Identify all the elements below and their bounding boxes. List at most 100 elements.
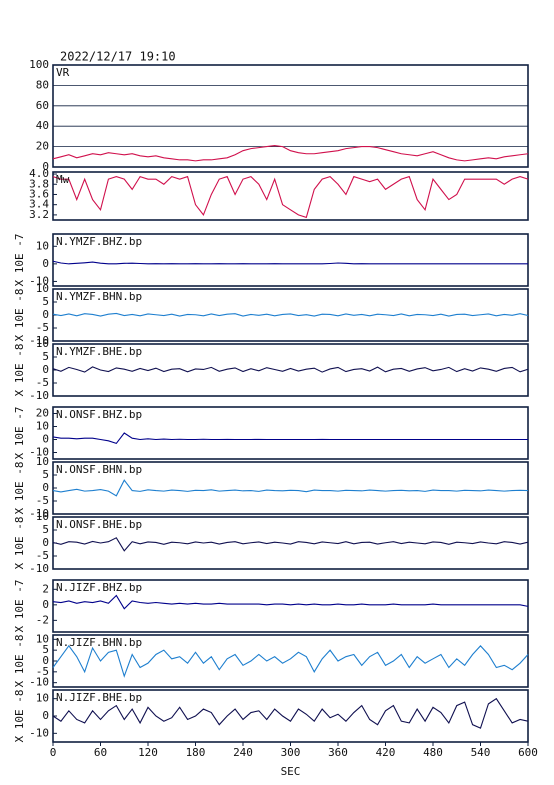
trace-line — [52, 432, 528, 445]
panel — [52, 171, 529, 221]
y-tick-label: -10 — [29, 446, 49, 459]
y-tick-label: 10 — [36, 282, 49, 295]
y-axis-label: X 10E -7 — [13, 407, 26, 460]
y-tick-label: 3.8 — [29, 177, 49, 190]
y-tick-label: 3.6 — [29, 187, 49, 200]
y-tick-label: 5 — [42, 468, 49, 481]
y-tick-label: 60 — [36, 99, 49, 112]
y-tick-label: 10 — [36, 239, 49, 252]
trace-line — [52, 594, 529, 610]
y-tick-label: -10 — [29, 676, 49, 689]
y-tick-label: -5 — [36, 494, 49, 507]
trace-line — [52, 312, 529, 317]
trace-line — [52, 260, 528, 265]
y-tick-label: 0 — [42, 481, 49, 494]
y-tick-label: -10 — [29, 274, 49, 287]
y-tick-label: 3.4 — [29, 198, 49, 211]
y-tick-label: 20 — [36, 140, 49, 153]
y-tick-label: -5 — [36, 665, 49, 678]
y-tick-label: 0 — [42, 536, 49, 549]
panel-label: N.ONSF.BHN.bp — [56, 463, 142, 476]
trace-line — [52, 175, 529, 219]
y-axis-label: X 10E -8 — [13, 462, 26, 515]
y-tick-label: 0 — [42, 363, 49, 376]
y-axis-label: X 10E -8 — [13, 635, 26, 688]
panel — [52, 634, 529, 688]
panel — [52, 461, 529, 515]
panel — [52, 233, 529, 287]
x-axis-label: SEC — [281, 765, 301, 778]
y-tick-label: 5 — [42, 523, 49, 536]
x-tick-label: 300 — [281, 746, 301, 759]
y-tick-label: 20 — [36, 407, 49, 420]
y-tick-label: -2 — [36, 613, 49, 626]
panel — [52, 689, 529, 743]
y-axis-label: X 10E -8 — [13, 517, 26, 570]
y-tick-label: 5 — [42, 350, 49, 363]
y-tick-label: 0 — [42, 308, 49, 321]
x-tick-label: 540 — [471, 746, 491, 759]
y-tick-label: -10 — [29, 726, 49, 739]
panel-label: N.YMZF.BHE.bp — [56, 345, 142, 358]
y-tick-label: 0 — [42, 654, 49, 667]
y-axis-label: X 10E -7 — [13, 580, 26, 633]
y-tick-label: -10 — [29, 389, 49, 402]
y-axis-label: X 10E -7 — [13, 234, 26, 287]
trace-line — [52, 537, 529, 552]
trace-line — [52, 644, 529, 678]
y-tick-label: -10 — [29, 334, 49, 347]
y-tick-label: -10 — [29, 507, 49, 520]
x-tick-label: 0 — [50, 746, 57, 759]
panel-label: N.ONSF.BHZ.bp — [56, 408, 142, 421]
chart-title: 2022/12/17 19:10 — [60, 50, 176, 64]
y-axis-label: X 10E -8 — [13, 690, 26, 743]
panel-label: N.JIZF.BHE.bp — [56, 691, 142, 704]
x-tick-label: 480 — [423, 746, 443, 759]
panel-label: N.YMZF.BHZ.bp — [56, 235, 142, 248]
panel-label: VR — [56, 66, 70, 79]
y-tick-label: 10 — [36, 510, 49, 523]
y-tick-label: 3.2 — [29, 208, 49, 221]
x-tick-label: 360 — [328, 746, 348, 759]
x-tick-label: 420 — [376, 746, 396, 759]
y-tick-label: 0 — [42, 598, 49, 611]
x-tick-label: 600 — [518, 746, 538, 759]
y-tick-label: 5 — [42, 643, 49, 656]
y-tick-label: 2 — [42, 582, 49, 595]
x-tick-label: 180 — [186, 746, 206, 759]
panel-label: Mw — [56, 173, 70, 186]
y-tick-label: 10 — [36, 632, 49, 645]
y-tick-label: 10 — [36, 420, 49, 433]
y-tick-label: 4.0 — [29, 167, 49, 180]
panel — [52, 406, 529, 460]
trace-line — [52, 479, 529, 497]
panel-label: N.ONSF.BHE.bp — [56, 518, 142, 531]
panel-label: N.YMZF.BHN.bp — [56, 290, 142, 303]
y-tick-label: -5 — [36, 376, 49, 389]
y-tick-label: 10 — [36, 692, 49, 705]
y-tick-label: 0 — [42, 709, 49, 722]
y-tick-label: 0 — [42, 257, 49, 270]
y-tick-label: 40 — [36, 119, 49, 132]
y-tick-label: -10 — [29, 562, 49, 575]
trace-line — [52, 697, 529, 729]
x-tick-label: 240 — [233, 746, 253, 759]
y-tick-label: -5 — [36, 549, 49, 562]
y-tick-label: 5 — [42, 295, 49, 308]
y-tick-label: 0 — [42, 160, 49, 173]
panel — [52, 516, 529, 570]
panel-label: N.JIZF.BHN.bp — [56, 636, 142, 649]
panel-label: N.JIZF.BHZ.bp — [56, 581, 142, 594]
panel — [52, 64, 529, 168]
y-tick-label: -5 — [36, 321, 49, 334]
x-tick-label: 120 — [138, 746, 158, 759]
trace-line — [52, 145, 529, 162]
x-tick-label: 60 — [94, 746, 107, 759]
y-tick-label: 100 — [29, 58, 49, 71]
panel — [52, 343, 529, 397]
y-tick-label: 0 — [42, 433, 49, 446]
y-tick-label: 10 — [36, 455, 49, 468]
trace-line — [52, 366, 529, 373]
